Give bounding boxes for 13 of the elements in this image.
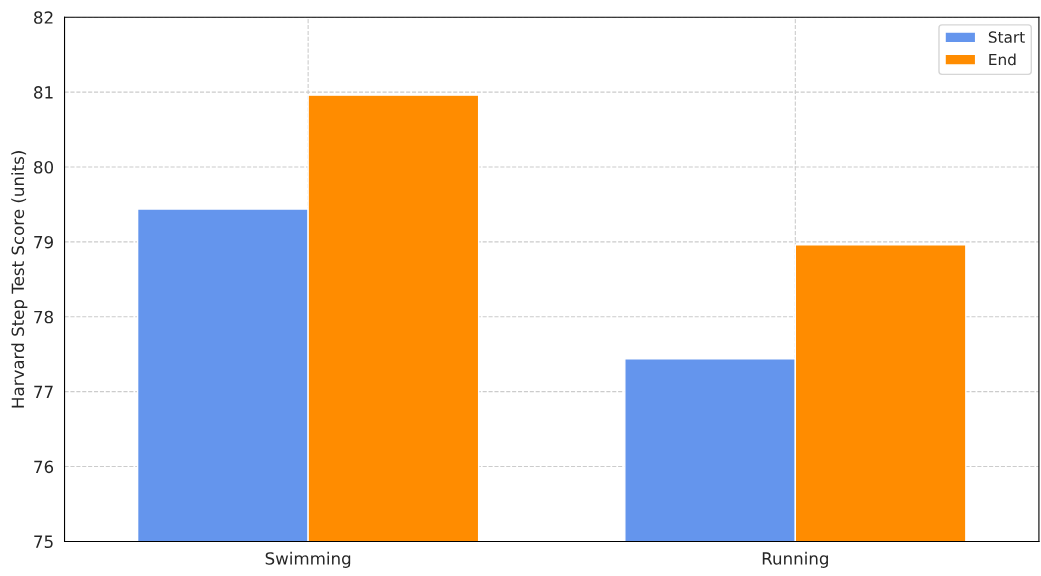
legend-label: Start: [988, 31, 1025, 43]
legend-label: End: [989, 53, 1016, 66]
y-tick-label: 80: [34, 161, 54, 174]
y-tick-label: 76: [34, 460, 54, 474]
y-tick-label: 75: [34, 535, 53, 549]
y-axis-title: Harvard Step Test Score (units): [11, 151, 28, 408]
y-tick-label: 82: [34, 11, 53, 24]
y-tick-label: 77: [34, 385, 53, 399]
x-tick-label: Swimming: [265, 551, 351, 568]
y-tick-label: 81: [34, 86, 53, 99]
y-tick-label: 79: [34, 235, 53, 249]
x-tick-label: Running: [762, 551, 828, 568]
y-tick-label: 78: [34, 310, 53, 324]
